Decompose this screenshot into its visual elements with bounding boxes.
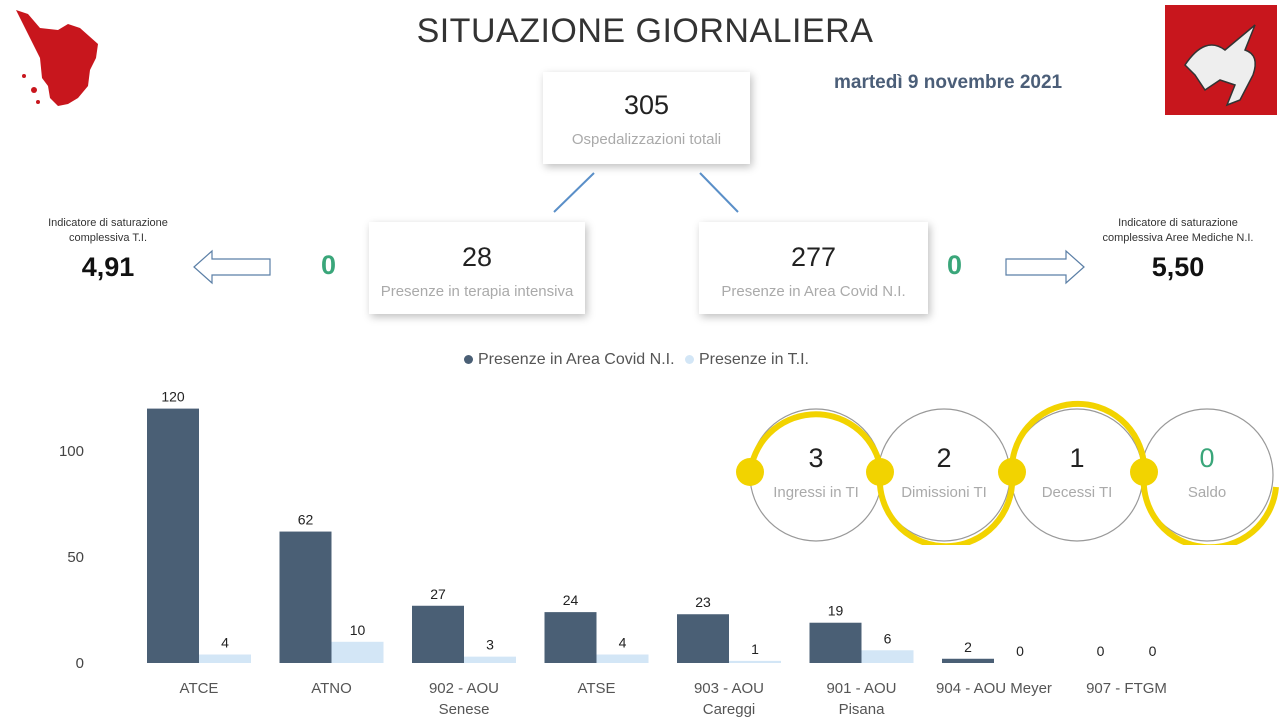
ti-saturation: Indicatore di saturazione complessiva T.… bbox=[20, 216, 196, 282]
flow-value: 0 bbox=[1199, 443, 1214, 473]
legend-dot-covid bbox=[464, 355, 473, 364]
am-saturation-value: 5,50 bbox=[1151, 252, 1205, 282]
ti-saturation-label: Indicatore di saturazione bbox=[48, 217, 168, 229]
ti-flow-diagram: 3 Ingressi in TI 2 Dimissioni TI 1 Decessi TI… bbox=[736, 400, 1279, 545]
bar bbox=[412, 605, 464, 663]
x-tick-label: ATNO bbox=[311, 680, 352, 697]
data-label: 27 bbox=[430, 586, 446, 602]
page-title: SITUAZIONE GIORNALIERA bbox=[416, 12, 874, 50]
flow-value: 1 bbox=[1069, 443, 1084, 473]
flow-label: Decessi TI bbox=[1042, 484, 1113, 501]
am-saturation-label: Indicatore di saturazione bbox=[1118, 217, 1238, 229]
am-saturation: Indicatore di saturazione complessiva Ar… bbox=[1090, 216, 1266, 282]
data-label: 4 bbox=[221, 635, 229, 651]
x-tick-label: ATCE bbox=[180, 680, 219, 697]
ti-value: 28 bbox=[461, 242, 493, 272]
data-label: 62 bbox=[298, 512, 314, 528]
data-label: 4 bbox=[619, 635, 627, 651]
flow-dot bbox=[736, 458, 764, 486]
data-label: 19 bbox=[828, 603, 844, 619]
bar bbox=[809, 622, 862, 663]
data-label: 0 bbox=[1097, 643, 1105, 659]
flow-dot bbox=[1130, 458, 1158, 486]
tuscany-map-logo bbox=[16, 10, 98, 106]
data-label: 24 bbox=[563, 592, 579, 608]
covid-label: Presenze in Area Covid N.I. bbox=[721, 283, 906, 300]
flow-value: 3 bbox=[808, 443, 823, 473]
bar bbox=[677, 614, 729, 663]
data-label: 1 bbox=[751, 641, 759, 657]
x-tick-label: Senese bbox=[439, 701, 490, 718]
y-tick-label: 50 bbox=[67, 549, 84, 566]
flow-arrow bbox=[876, 474, 1015, 545]
total-hospitalizations-card: 305 Ospedalizzazioni totali bbox=[543, 72, 750, 164]
bar bbox=[861, 650, 914, 663]
arrow-right-icon bbox=[1005, 249, 1085, 285]
flow-label: Dimissioni TI bbox=[901, 484, 987, 501]
x-tick-label: 904 - AOU Meyer bbox=[936, 680, 1052, 697]
x-tick-label: Pisana bbox=[839, 701, 886, 718]
flow-arrow bbox=[1008, 400, 1147, 476]
bar bbox=[464, 656, 516, 663]
data-label: 6 bbox=[884, 630, 892, 646]
bar bbox=[942, 658, 994, 663]
regione-toscana-logo bbox=[1165, 5, 1277, 115]
x-tick-label: 901 - AOU bbox=[826, 680, 896, 697]
arrow-left-icon bbox=[193, 249, 271, 285]
chart-legend: Presenze in Area Covid N.I. Presenze in … bbox=[464, 351, 809, 369]
flow-value: 2 bbox=[936, 443, 951, 473]
data-label: 10 bbox=[350, 622, 366, 638]
y-tick-label: 0 bbox=[76, 655, 84, 672]
bar bbox=[729, 660, 781, 663]
am-saturation-label2: complessiva Aree Mediche N.I. bbox=[1102, 232, 1254, 244]
x-tick-label: 903 - AOU bbox=[694, 680, 764, 697]
legend-covid: Presenze in Area Covid N.I. bbox=[478, 351, 675, 368]
legend-ti: Presenze in T.I. bbox=[699, 351, 809, 368]
y-tick-label: 100 bbox=[59, 443, 84, 460]
flow-arrow bbox=[1140, 474, 1279, 545]
flow-dot bbox=[998, 458, 1026, 486]
ti-saturation-value: 4,91 bbox=[81, 252, 135, 282]
covid-delta: 0 bbox=[947, 250, 963, 280]
bar bbox=[544, 612, 597, 663]
bar bbox=[199, 654, 251, 663]
bar bbox=[596, 654, 649, 663]
flow-label: Ingressi in TI bbox=[773, 484, 859, 501]
flow-dot bbox=[866, 458, 894, 486]
total-value: 305 bbox=[623, 90, 670, 120]
covid-value: 277 bbox=[790, 242, 837, 272]
ti-saturation-label2: complessiva T.I. bbox=[68, 232, 148, 244]
flow-label: Saldo bbox=[1188, 484, 1226, 501]
x-tick-label: ATSE bbox=[577, 680, 615, 697]
covid-card: 277 Presenze in Area Covid N.I. bbox=[699, 222, 928, 314]
bar bbox=[147, 408, 199, 663]
data-label: 0 bbox=[1016, 643, 1024, 659]
x-tick-label: Careggi bbox=[703, 701, 756, 718]
date-label: martedì 9 novembre 2021 bbox=[834, 72, 1063, 93]
data-label: 0 bbox=[1149, 643, 1157, 659]
flow-circle bbox=[749, 408, 883, 542]
data-label: 120 bbox=[161, 389, 185, 405]
ti-delta: 0 bbox=[321, 250, 337, 280]
flow-arrow bbox=[747, 411, 883, 476]
flow-circle bbox=[1010, 408, 1144, 542]
ti-card: 28 Presenze in terapia intensiva bbox=[369, 222, 585, 314]
total-label: Ospedalizzazioni totali bbox=[571, 131, 722, 148]
ti-label: Presenze in terapia intensiva bbox=[380, 283, 574, 300]
data-label: 2 bbox=[964, 639, 972, 655]
data-label: 23 bbox=[695, 594, 711, 610]
legend-dot-ti bbox=[685, 355, 694, 364]
x-tick-label: 907 - FTGM bbox=[1086, 680, 1167, 697]
bar bbox=[279, 531, 332, 663]
data-label: 3 bbox=[486, 637, 494, 653]
bar bbox=[331, 641, 384, 663]
x-tick-label: 902 - AOU bbox=[429, 680, 499, 697]
connector-lines bbox=[553, 172, 739, 213]
